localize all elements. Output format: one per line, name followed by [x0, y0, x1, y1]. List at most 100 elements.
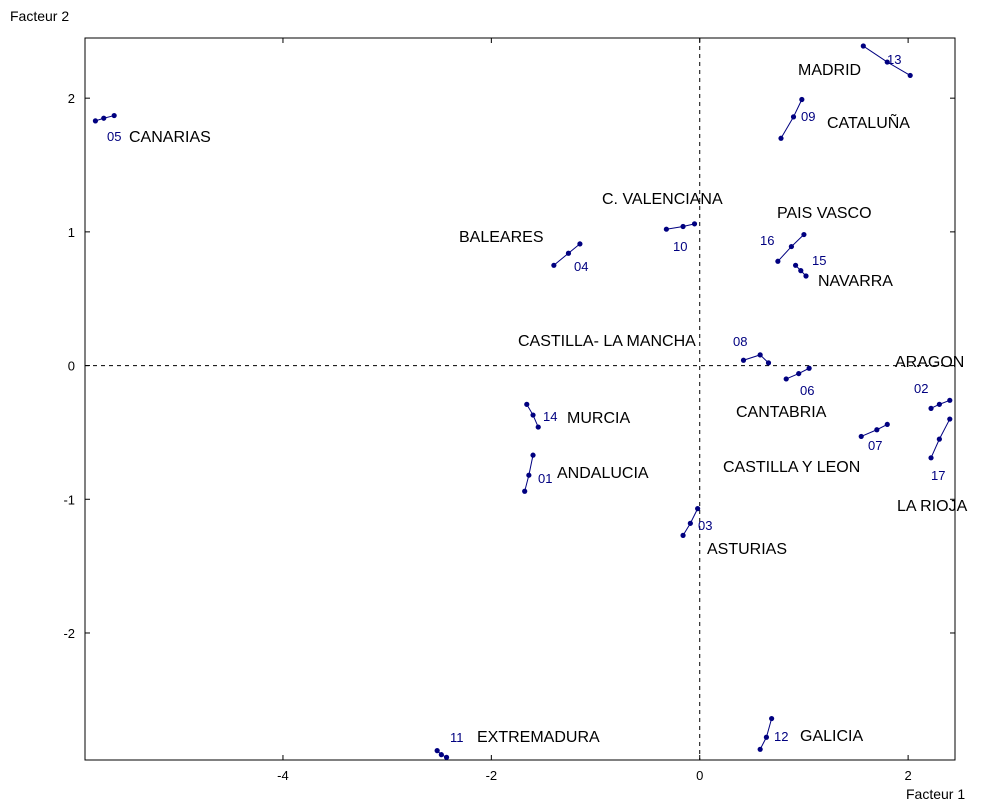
y-tick-label: -2 — [63, 626, 75, 641]
trajectory-07 — [861, 423, 888, 437]
region-name-label: ANDALUCIA — [557, 465, 649, 482]
point-code-label: 06 — [800, 383, 814, 398]
data-point-16 — [788, 243, 795, 250]
point-code-label: 10 — [673, 239, 687, 254]
point-code-label: 12 — [774, 729, 788, 744]
data-point-06 — [796, 370, 802, 377]
point-code-label: 03 — [698, 518, 712, 533]
data-point-01 — [530, 452, 536, 458]
region-name-label: ARAGON — [895, 354, 964, 371]
trajectory-10 — [666, 223, 695, 230]
point-code-label: 17 — [931, 468, 945, 483]
point-code-label: 11 — [450, 730, 464, 745]
region-name-label: ASTURIAS — [707, 541, 787, 558]
point-code-label: 05 — [107, 129, 121, 144]
region-name-label: CASTILLA Y LEON — [723, 459, 860, 476]
data-point-12 — [769, 715, 775, 722]
data-point-02 — [947, 397, 953, 403]
data-point-15 — [798, 268, 804, 274]
point-code-label: 15 — [812, 253, 826, 268]
region-name-label: CANTABRIA — [736, 404, 827, 421]
data-point-04 — [565, 250, 572, 256]
data-point-11 — [443, 754, 450, 760]
region-name-label: BALEARES — [459, 229, 543, 246]
data-point-09 — [799, 96, 805, 103]
point-code-label: 04 — [574, 259, 588, 274]
data-point-05 — [92, 118, 99, 124]
y-tick-label: 0 — [68, 359, 75, 374]
data-point-08 — [757, 352, 763, 358]
data-point-08 — [765, 360, 772, 366]
x-tick-label: 0 — [696, 768, 703, 783]
data-point-11 — [438, 752, 444, 758]
reference-lines — [85, 38, 955, 760]
data-point-05 — [101, 115, 107, 121]
y-tick-label: -1 — [63, 492, 75, 507]
region-name-label: GALICIA — [800, 728, 863, 745]
point-code-label: 13 — [887, 52, 901, 67]
point-code-label: 14 — [543, 409, 557, 424]
label-layer: 01 ANDALUCIA 02 ARAGON 03 ASTURIAS 04 BALEARES 0… — [107, 52, 968, 746]
data-point-06 — [806, 365, 812, 371]
region-name-label: MURCIA — [567, 410, 630, 427]
point-code-label: 01 — [538, 471, 552, 486]
data-point-10 — [691, 221, 698, 227]
data-point-01 — [526, 472, 532, 478]
data-point-16 — [775, 258, 781, 264]
data-point-14 — [524, 401, 530, 407]
y-tick-label: 2 — [68, 91, 75, 106]
series-layer — [92, 43, 953, 760]
data-point-13 — [860, 43, 866, 49]
trajectory-08 — [743, 354, 769, 364]
region-name-label: C. VALENCIANA — [602, 191, 723, 208]
data-point-16 — [801, 231, 807, 238]
data-point-13 — [884, 59, 890, 65]
region-name-label: PAIS VASCO — [777, 205, 872, 222]
data-point-17 — [947, 416, 953, 422]
data-point-13 — [907, 72, 913, 79]
data-point-12 — [763, 734, 770, 740]
data-point-02 — [928, 405, 934, 411]
data-point-08 — [740, 357, 747, 363]
data-point-03 — [680, 532, 686, 538]
x-axis-title: Facteur 1 — [906, 786, 966, 802]
y-tick-label: 1 — [68, 225, 75, 240]
data-point-06 — [783, 376, 789, 382]
point-code-label: 09 — [801, 109, 815, 124]
data-point-14 — [535, 424, 541, 430]
data-point-15 — [792, 262, 799, 268]
region-name-label: CATALUÑA — [827, 112, 910, 132]
region-name-label: EXTREMADURA — [477, 729, 600, 746]
data-point-11 — [434, 748, 440, 754]
data-point-04 — [551, 262, 557, 268]
data-point-09 — [790, 114, 797, 120]
data-point-17 — [928, 455, 934, 461]
data-point-09 — [778, 135, 784, 141]
data-point-12 — [757, 746, 763, 752]
data-point-04 — [577, 241, 583, 247]
region-name-label: NAVARRA — [818, 273, 893, 290]
data-point-05 — [111, 112, 117, 119]
trajectory-12 — [759, 718, 773, 750]
data-point-10 — [680, 223, 686, 230]
data-point-02 — [936, 401, 942, 407]
region-name-label: MADRID — [798, 62, 861, 79]
data-point-07 — [858, 433, 864, 440]
plot-frame — [84, 37, 956, 761]
region-name-label: LA RIOJA — [897, 498, 968, 515]
data-point-07 — [884, 421, 890, 428]
point-code-label: 08 — [733, 334, 747, 349]
data-point-10 — [663, 226, 669, 232]
data-point-17 — [936, 436, 942, 442]
x-tick-label: -4 — [277, 768, 289, 783]
data-point-03 — [695, 506, 701, 512]
data-point-07 — [874, 427, 880, 433]
region-name-label: CANARIAS — [129, 129, 211, 146]
data-point-15 — [803, 273, 809, 279]
x-tick-label: 2 — [904, 768, 911, 783]
x-tick-label: -2 — [486, 768, 498, 783]
point-code-label: 02 — [914, 381, 928, 396]
data-point-03 — [687, 520, 693, 526]
